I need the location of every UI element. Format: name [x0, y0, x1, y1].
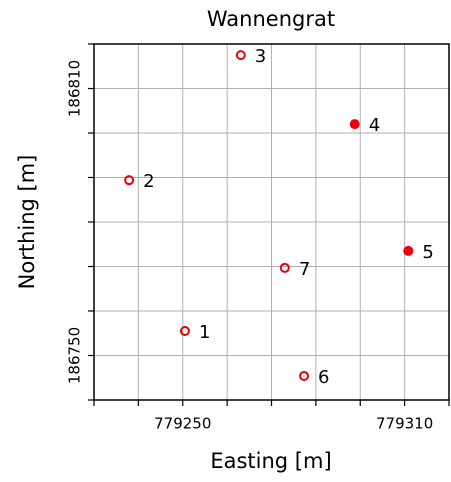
- point: [299, 370, 310, 381]
- point-label: 4: [369, 115, 380, 136]
- point: [124, 175, 135, 186]
- point-label: 3: [255, 46, 266, 67]
- point-label: 5: [422, 242, 433, 263]
- x-tick-label: 779250: [154, 415, 211, 433]
- x-tick-label: 779310: [376, 415, 433, 433]
- y-tick-label: 186750: [66, 327, 84, 384]
- y-tick-label: 186810: [66, 60, 84, 117]
- point-label: 6: [318, 367, 329, 388]
- chart-title: Wannengrat: [207, 7, 335, 31]
- point: [179, 326, 190, 337]
- point-label: 7: [299, 259, 310, 280]
- x-axis-label: Easting [m]: [210, 449, 331, 473]
- point-label: 2: [143, 171, 154, 192]
- point: [349, 119, 360, 130]
- plot-frame: [93, 43, 450, 401]
- point-label: 1: [199, 322, 210, 343]
- point: [235, 50, 246, 61]
- point: [403, 245, 414, 256]
- point: [279, 262, 290, 273]
- y-axis-label: Northing [m]: [15, 155, 39, 290]
